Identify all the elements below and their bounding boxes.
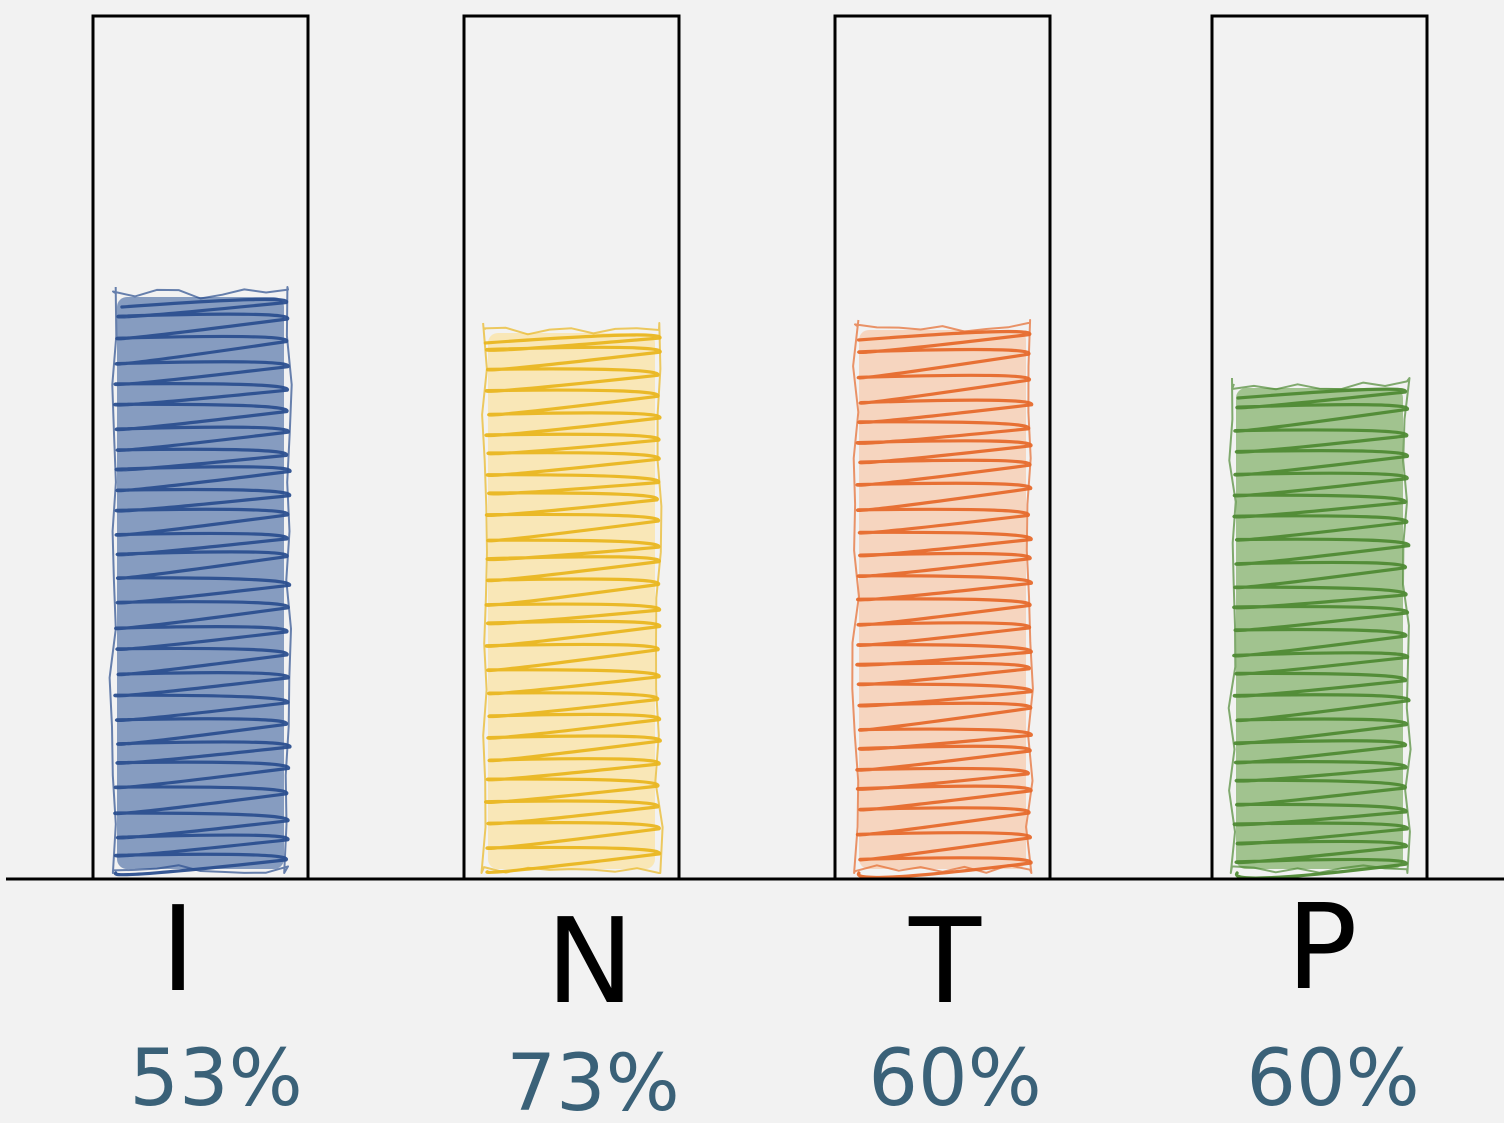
bar-fill-i: [117, 297, 284, 869]
bar-scribble-i: [113, 297, 292, 877]
category-label-t: T: [908, 892, 982, 1030]
bar-edge-t: [851, 319, 1034, 874]
value-label-t: 60%: [868, 1034, 1042, 1123]
value-label-p: 60%: [1246, 1034, 1420, 1123]
bar-i: [91, 14, 310, 881]
category-label-p: P: [1286, 878, 1358, 1016]
bar-p: [1210, 14, 1429, 881]
bar-edge-n: [480, 322, 664, 874]
bar-edge-i: [108, 286, 293, 874]
value-label-i: 53%: [129, 1034, 303, 1123]
category-label-i: I: [160, 880, 196, 1018]
bar-edge-p: [1227, 377, 1412, 874]
bar-n: [462, 14, 681, 881]
category-label-n: N: [545, 892, 635, 1030]
bar-t: [833, 14, 1052, 881]
tubes-layer: [91, 14, 1429, 881]
bar-scribble-p: [1232, 387, 1411, 880]
value-label-n: 73%: [506, 1039, 680, 1123]
